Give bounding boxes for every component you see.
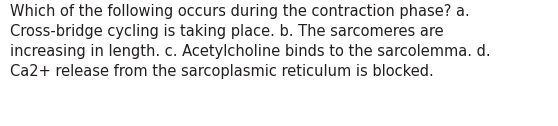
Text: Which of the following occurs during the contraction phase? a.
Cross-bridge cycl: Which of the following occurs during the… — [10, 4, 490, 79]
